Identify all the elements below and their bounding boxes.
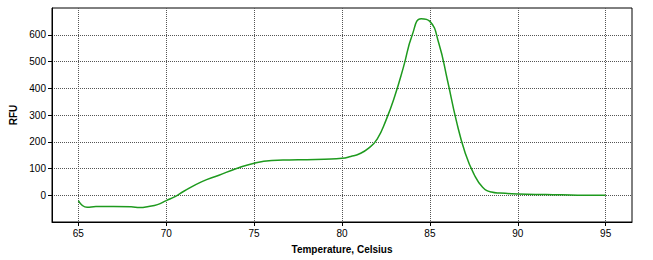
svg-text:65: 65 bbox=[73, 228, 85, 239]
svg-text:95: 95 bbox=[600, 228, 612, 239]
svg-text:RFU: RFU bbox=[8, 105, 19, 126]
svg-text:90: 90 bbox=[512, 228, 524, 239]
svg-text:75: 75 bbox=[249, 228, 261, 239]
svg-text:400: 400 bbox=[29, 83, 46, 94]
svg-text:100: 100 bbox=[29, 163, 46, 174]
svg-text:70: 70 bbox=[161, 228, 173, 239]
svg-text:300: 300 bbox=[29, 110, 46, 121]
svg-text:500: 500 bbox=[29, 56, 46, 67]
svg-text:200: 200 bbox=[29, 136, 46, 147]
svg-text:0: 0 bbox=[40, 190, 46, 201]
svg-text:Temperature, Celsius: Temperature, Celsius bbox=[292, 244, 393, 255]
svg-text:85: 85 bbox=[424, 228, 436, 239]
svg-text:600: 600 bbox=[29, 29, 46, 40]
svg-text:80: 80 bbox=[336, 228, 348, 239]
